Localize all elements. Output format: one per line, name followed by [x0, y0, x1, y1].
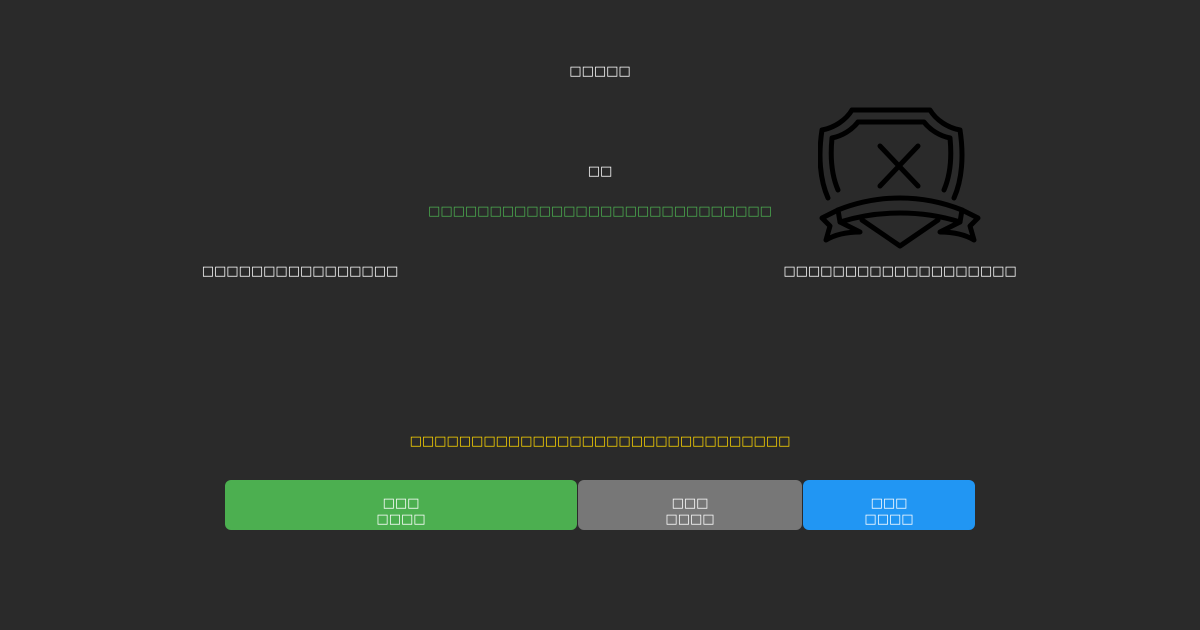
page-title: □□□□□	[569, 64, 631, 79]
primary-action-button[interactable]: □□□ □□□□	[225, 480, 577, 530]
button-line-1: □□□	[870, 496, 908, 511]
button-line-2: □□□□	[864, 512, 914, 527]
status-message: □□□□□□□□□□□□□□□□□□□□□□□□□□□□	[428, 204, 772, 219]
right-label: □□□□□□□□□□□□□□□□□□□	[783, 264, 1017, 279]
notice-text: □□□□□□□□□□□□□□□□□□□□□□□□□□□□□□□	[409, 434, 791, 449]
button-line-2: □□□□	[376, 512, 426, 527]
left-label: □□□□□□□□□□□□□□□□	[201, 264, 399, 279]
shield-x-ribbon-icon	[818, 107, 981, 249]
info-action-button[interactable]: □□□ □□□□	[803, 480, 975, 530]
button-line-2: □□□□	[665, 512, 715, 527]
button-line-1: □□□	[382, 496, 420, 511]
secondary-action-button[interactable]: □□□ □□□□	[578, 480, 802, 530]
heading: □□	[587, 164, 613, 179]
button-line-1: □□□	[671, 496, 709, 511]
